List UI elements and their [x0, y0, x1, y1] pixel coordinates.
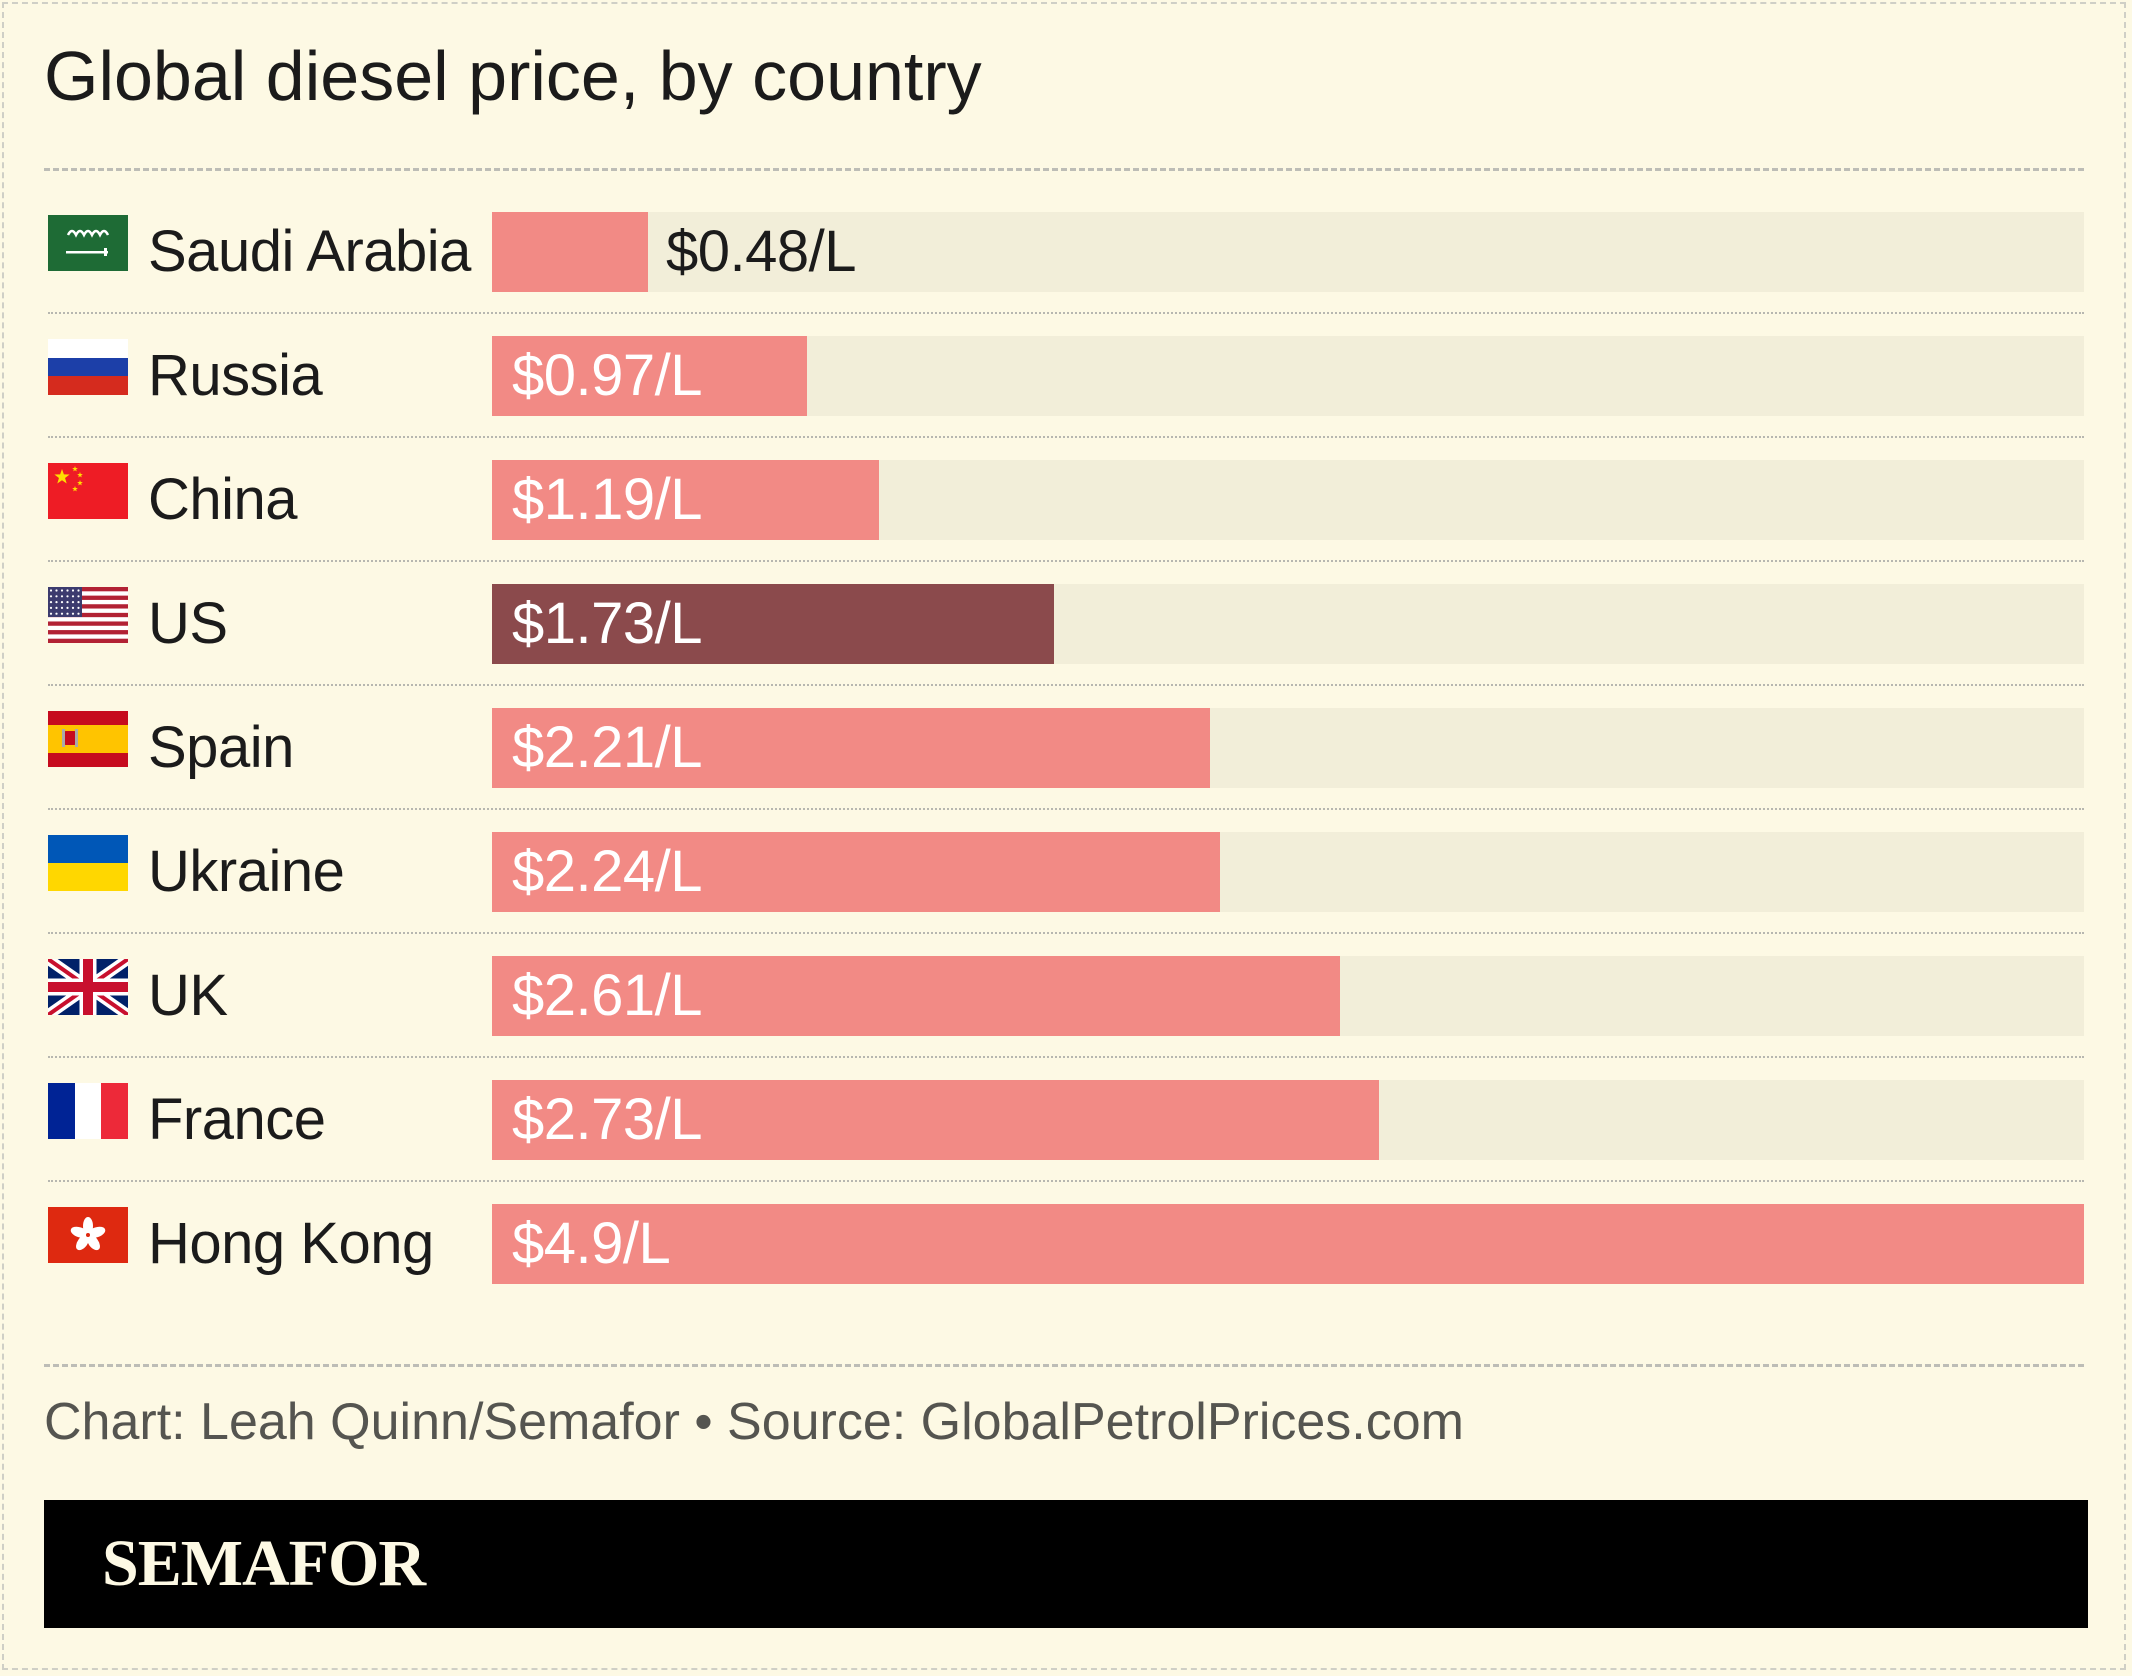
- category-label: China: [148, 467, 298, 532]
- value-label: $2.73/L: [512, 1087, 703, 1152]
- bottom-divider: [44, 1364, 2084, 1367]
- chart-title: Global diesel price, by country: [44, 37, 982, 115]
- saudi-arabia-flag-icon: [48, 215, 128, 271]
- brand-banner: SEMAFOR: [44, 1500, 2088, 1628]
- uk-flag-icon: [48, 959, 128, 1015]
- row-separator: [48, 312, 2084, 314]
- category-label: Saudi Arabia: [148, 219, 471, 284]
- brand-logo: SEMAFOR: [102, 1527, 426, 1600]
- hong-kong-flag-icon: [48, 1207, 128, 1263]
- row-separator: [48, 436, 2084, 438]
- bar-row: China $1.19/L: [0, 460, 2132, 540]
- bar: [492, 336, 807, 416]
- bar-row: Hong Kong $4.9/L: [0, 1204, 2132, 1284]
- bar-track: $4.9/L: [492, 1204, 2084, 1284]
- bar-track: $2.61/L: [492, 956, 2084, 1036]
- bar: [492, 1080, 1379, 1160]
- source-credit: Chart: Leah Quinn/Semafor • Source: Glob…: [44, 1393, 1464, 1451]
- category-label: US: [148, 591, 228, 656]
- bar: [492, 212, 648, 292]
- ukraine-flag-icon: [48, 835, 128, 891]
- value-label: $4.9/L: [512, 1211, 671, 1276]
- bar-track: $0.48/L: [492, 212, 2084, 292]
- category-label: Ukraine: [148, 839, 345, 904]
- china-flag-icon: [48, 463, 128, 519]
- russia-flag-icon: [48, 339, 128, 395]
- category-label: Russia: [148, 343, 323, 408]
- bar-row: UK $2.61/L: [0, 956, 2132, 1036]
- bar-track: $2.21/L: [492, 708, 2084, 788]
- bar: [492, 1204, 2084, 1284]
- category-label: UK: [148, 963, 228, 1028]
- value-label: $2.21/L: [512, 715, 703, 780]
- row-separator: [48, 1180, 2084, 1182]
- spain-flag-icon: [48, 711, 128, 767]
- category-label: France: [148, 1087, 326, 1152]
- us-flag-icon: [48, 587, 128, 643]
- bar-track: $1.73/L: [492, 584, 2084, 664]
- bar-track: $2.24/L: [492, 832, 2084, 912]
- value-label: $2.24/L: [512, 839, 703, 904]
- row-separator: [48, 932, 2084, 934]
- row-separator: [48, 560, 2084, 562]
- value-label: $2.61/L: [512, 963, 703, 1028]
- top-divider: [44, 168, 2084, 171]
- bar-row: Spain $2.21/L: [0, 708, 2132, 788]
- category-label: Hong Kong: [148, 1211, 434, 1276]
- bar-row: Russia $0.97/L: [0, 336, 2132, 416]
- value-label: $1.73/L: [512, 591, 703, 656]
- bar-row: Saudi Arabia $0.48/L: [0, 212, 2132, 292]
- value-label: $0.97/L: [512, 343, 703, 408]
- row-separator: [48, 1056, 2084, 1058]
- bar-row: Ukraine $2.24/L: [0, 832, 2132, 912]
- row-separator: [48, 808, 2084, 810]
- france-flag-icon: [48, 1083, 128, 1139]
- bar-track: $1.19/L: [492, 460, 2084, 540]
- bar: [492, 956, 1340, 1036]
- bar-track: $2.73/L: [492, 1080, 2084, 1160]
- bar: [492, 708, 1210, 788]
- value-label: $0.48/L: [666, 219, 857, 284]
- row-separator: [48, 684, 2084, 686]
- value-label: $1.19/L: [512, 467, 703, 532]
- bar-track: $0.97/L: [492, 336, 2084, 416]
- bar: [492, 460, 879, 540]
- bar-row: US $1.73/L: [0, 584, 2132, 664]
- bar-row: France $2.73/L: [0, 1080, 2132, 1160]
- category-label: Spain: [148, 715, 294, 780]
- bar: [492, 832, 1220, 912]
- bar: [492, 584, 1054, 664]
